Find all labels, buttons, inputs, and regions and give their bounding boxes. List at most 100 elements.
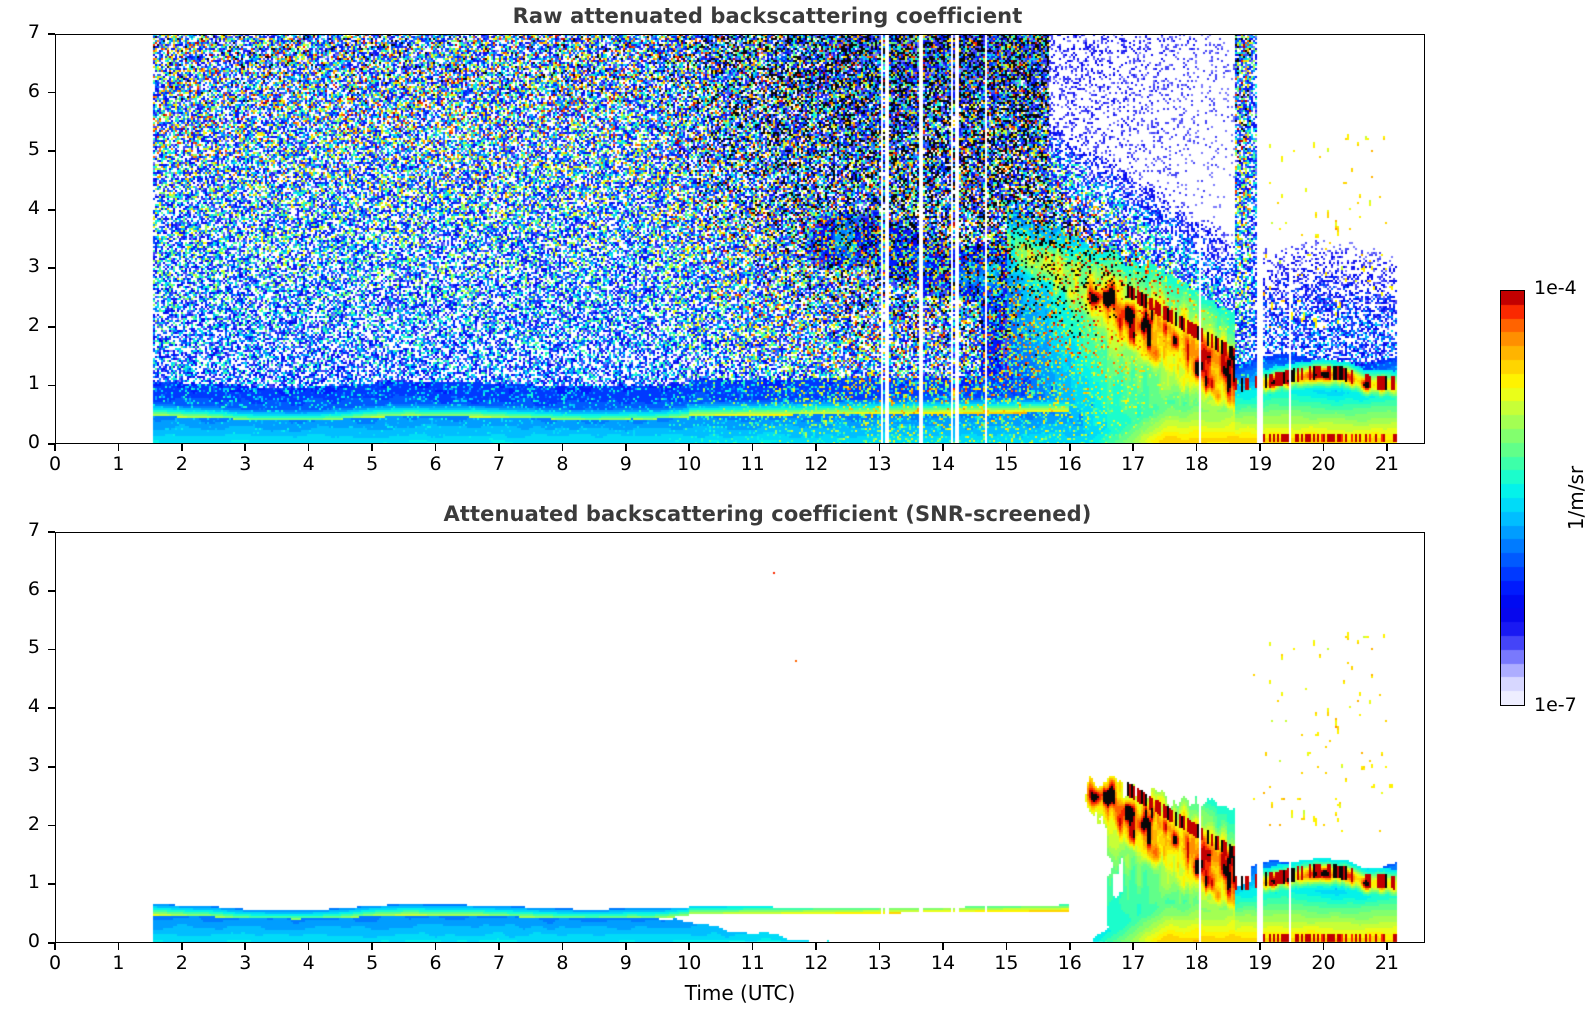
x-tick-label-screened-7: 7 [492, 952, 506, 974]
x-tick-label-raw-21: 21 [1374, 453, 1400, 475]
y-tick-label-raw-2: 2 [27, 313, 40, 336]
heatmap-panel-screened [55, 532, 1425, 943]
x-tick-screened-9 [625, 943, 627, 950]
x-tick-label-raw-4: 4 [302, 453, 315, 475]
x-tick-label-raw-16: 16 [1057, 453, 1082, 475]
y-tick-screened-0 [48, 942, 55, 944]
x-tick-raw-5 [371, 444, 373, 451]
x-tick-label-screened-16: 16 [1057, 952, 1082, 974]
x-tick-raw-18 [1195, 444, 1198, 451]
x-tick-label-screened-17: 17 [1121, 952, 1146, 974]
y-tick-raw-7 [48, 33, 55, 35]
y-tick-label-screened-1: 1 [27, 871, 40, 894]
x-tick-screened-21 [1386, 943, 1388, 950]
x-tick-label-raw-9: 9 [619, 453, 632, 475]
x-tick-raw-20 [1322, 444, 1325, 451]
x-tick-screened-12 [815, 943, 817, 950]
x-tick-raw-16 [1069, 444, 1071, 451]
y-tick-screened-2 [48, 824, 55, 827]
x-tick-raw-10 [688, 444, 691, 451]
x-tick-screened-0 [54, 943, 56, 950]
x-tick-screened-15 [1005, 943, 1008, 950]
x-tick-label-screened-2: 2 [175, 952, 188, 974]
y-tick-label-raw-1: 1 [27, 372, 40, 395]
y-tick-label-raw-6: 6 [27, 79, 40, 102]
y-tick-raw-3 [48, 267, 55, 270]
y-tick-label-raw-0: 0 [27, 431, 40, 453]
x-tick-label-screened-14: 14 [930, 952, 956, 974]
x-tick-raw-17 [1132, 444, 1135, 451]
x-tick-raw-11 [751, 444, 754, 451]
colorbar [1500, 290, 1526, 707]
y-tick-screened-5 [48, 648, 55, 651]
x-tick-screened-16 [1069, 943, 1071, 950]
panel-title-raw: Raw attenuated backscattering coefficien… [512, 4, 1023, 28]
heatmap-panel-raw [55, 34, 1425, 444]
x-tick-label-raw-17: 17 [1121, 453, 1146, 475]
x-tick-label-raw-8: 8 [556, 453, 569, 475]
y-tick-label-raw-3: 3 [27, 255, 40, 278]
x-tick-screened-5 [371, 943, 373, 950]
heatmap-canvas-raw [55, 34, 1425, 444]
x-tick-label-raw-11: 11 [740, 453, 765, 475]
y-tick-raw-5 [48, 150, 55, 152]
y-tick-label-raw-7: 7 [27, 21, 40, 43]
x-tick-label-screened-13: 13 [867, 952, 892, 974]
x-tick-raw-12 [815, 444, 817, 451]
x-tick-label-screened-8: 8 [556, 952, 569, 974]
x-tick-screened-3 [244, 943, 247, 950]
x-tick-label-screened-0: 0 [48, 952, 62, 974]
x-tick-label-raw-1: 1 [112, 453, 125, 475]
x-tick-label-screened-21: 21 [1374, 952, 1400, 974]
x-tick-screened-6 [434, 943, 437, 950]
x-tick-label-raw-7: 7 [492, 453, 506, 475]
y-tick-raw-2 [48, 326, 55, 328]
y-tick-label-screened-6: 6 [27, 577, 40, 600]
y-tick-label-screened-2: 2 [27, 812, 40, 835]
x-tick-raw-6 [434, 444, 437, 451]
x-tick-label-screened-4: 4 [302, 952, 315, 974]
x-tick-label-screened-3: 3 [239, 952, 252, 974]
y-tick-raw-6 [48, 91, 55, 94]
x-tick-screened-7 [498, 943, 500, 950]
y-tick-label-raw-5: 5 [27, 138, 40, 161]
y-tick-screened-3 [48, 766, 55, 768]
x-tick-raw-4 [307, 444, 310, 451]
x-tick-label-screened-20: 20 [1311, 952, 1336, 974]
x-tick-screened-11 [751, 943, 754, 950]
x-tick-label-raw-2: 2 [175, 453, 188, 475]
x-tick-label-raw-0: 0 [48, 453, 62, 475]
x-tick-label-raw-12: 12 [804, 453, 829, 475]
x-tick-screened-17 [1132, 943, 1135, 950]
y-tick-raw-1 [48, 384, 55, 387]
x-tick-label-raw-20: 20 [1311, 453, 1336, 475]
x-tick-raw-7 [498, 444, 500, 451]
x-tick-label-screened-6: 6 [429, 952, 442, 974]
x-tick-screened-20 [1322, 943, 1325, 950]
x-tick-raw-8 [561, 444, 564, 451]
colorbar-max-label: 1e-4 [1534, 277, 1577, 299]
x-tick-label-screened-15: 15 [994, 952, 1019, 974]
x-tick-raw-13 [878, 444, 881, 451]
colorbar-axis-label: 1/m/sr [1564, 465, 1588, 530]
colorbar-gradient [1500, 290, 1525, 706]
x-tick-screened-18 [1195, 943, 1198, 950]
x-tick-label-raw-15: 15 [994, 453, 1019, 475]
x-tick-raw-3 [244, 444, 247, 451]
x-tick-label-screened-1: 1 [112, 952, 125, 974]
x-tick-raw-2 [181, 444, 183, 451]
x-tick-raw-14 [942, 444, 944, 451]
x-tick-screened-13 [878, 943, 881, 950]
y-tick-raw-4 [48, 208, 55, 211]
x-tick-label-raw-10: 10 [677, 453, 702, 475]
x-tick-raw-1 [117, 444, 120, 451]
x-tick-label-raw-18: 18 [1184, 453, 1209, 475]
x-tick-label-raw-6: 6 [429, 453, 442, 475]
x-tick-raw-15 [1005, 444, 1008, 451]
panel-title-screened: Attenuated backscattering coefficient (S… [443, 502, 1092, 526]
x-tick-label-screened-5: 5 [366, 952, 379, 974]
x-tick-screened-1 [117, 943, 120, 950]
x-tick-label-raw-5: 5 [366, 453, 379, 475]
x-tick-label-raw-19: 19 [1247, 453, 1273, 475]
